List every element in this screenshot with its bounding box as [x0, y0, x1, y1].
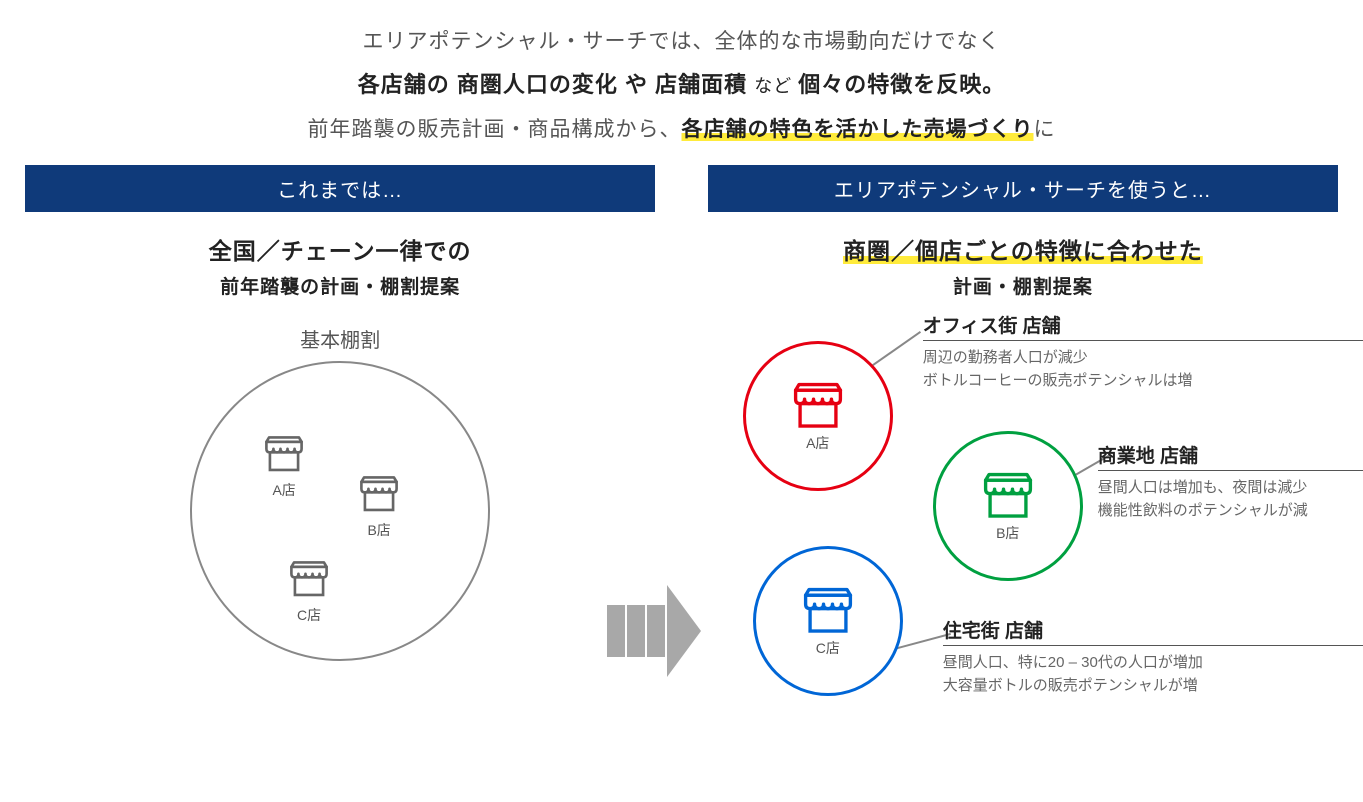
store-icon [287, 558, 331, 598]
arrow-icon [607, 585, 701, 682]
store-info-desc: 昼間人口、特に20 – 30代の人口が増加大容量ボトルの販売ポテンシャルが増 [943, 652, 1363, 697]
store-info-B店: 商業地 店舗昼間人口は増加も、夜間は減少機能性飲料のポテンシャルが減 [1098, 441, 1363, 522]
panel-right-sub-line1: 商圏／個店ごとの特徴に合わせた [708, 232, 1338, 266]
store-circle: C店 [753, 546, 903, 696]
store-circle-label: A店 [806, 433, 829, 453]
store-info-C店: 住宅街 店舗昼間人口、特に20 – 30代の人口が増加大容量ボトルの販売ポテンシ… [943, 616, 1363, 697]
intro-line2-part2: 個々の特徴を反映。 [798, 72, 1005, 97]
intro-line3-suffix: に [1034, 118, 1056, 141]
panel-left: これまでは… 全国／チェーン一律での 前年踏襲の計画・棚割提案 基本棚割 A店 … [25, 165, 655, 731]
intro-line2-part1: 各店舗の 商圏人口の変化 や 店舗面積 [358, 72, 754, 97]
store-info-title: 住宅街 店舗 [943, 616, 1363, 646]
panel-left-sub: 全国／チェーン一律での 前年踏襲の計画・棚割提案 [25, 232, 655, 299]
panel-right-sub: 商圏／個店ごとの特徴に合わせた 計画・棚割提案 [708, 232, 1338, 299]
store-circle: A店 [743, 341, 893, 491]
intro-line1: エリアポテンシャル・サーチでは、全体的な市場動向だけでなく [0, 25, 1363, 55]
store-info-A店: オフィス街 店舗周辺の勤務者人口が減少ボトルコーヒーの販売ポテンシャルは増 [923, 311, 1363, 392]
panel-right: エリアポテンシャル・サーチを使うと… 商圏／個店ごとの特徴に合わせた 計画・棚割… [708, 165, 1338, 731]
store-node-A店: A店 [743, 341, 893, 491]
mini-store-label: C店 [287, 605, 331, 625]
store-icon [790, 379, 846, 429]
panel-right-header: エリアポテンシャル・サーチを使うと… [708, 165, 1338, 212]
store-info-desc: 周辺の勤務者人口が減少ボトルコーヒーの販売ポテンシャルは増 [923, 347, 1363, 392]
panel-left-sub-line2: 前年踏襲の計画・棚割提案 [25, 272, 655, 299]
mini-store-label: A店 [262, 480, 306, 500]
intro-line3: 前年踏襲の販売計画・商品構成から、各店舗の特色を活かした売場づくりに [0, 113, 1363, 143]
panel-left-header: これまでは… [25, 165, 655, 212]
right-diagram: A店オフィス街 店舗周辺の勤務者人口が減少ボトルコーヒーの販売ポテンシャルは増 … [708, 311, 1338, 731]
store-icon [357, 473, 401, 513]
mini-store-A店: A店 [262, 433, 306, 500]
mini-store-B店: B店 [357, 473, 401, 540]
mini-store-label: B店 [357, 520, 401, 540]
store-info-title: オフィス街 店舗 [923, 311, 1363, 341]
left-diagram-label: 基本棚割 [25, 324, 655, 353]
panels-container: これまでは… 全国／チェーン一律での 前年踏襲の計画・棚割提案 基本棚割 A店 … [0, 165, 1363, 731]
intro-line3-prefix: 前年踏襲の販売計画・商品構成から、 [308, 118, 682, 141]
intro-line2: 各店舗の 商圏人口の変化 や 店舗面積 など 個々の特徴を反映。 [0, 67, 1363, 99]
store-node-C店: C店 [753, 546, 903, 696]
left-diagram: 基本棚割 A店 B店 C店 [25, 324, 655, 661]
mini-store-C店: C店 [287, 558, 331, 625]
panel-right-sub-line1-text: 商圏／個店ごとの特徴に合わせた [843, 238, 1203, 264]
store-info-title: 商業地 店舗 [1098, 441, 1363, 471]
big-circle: A店 B店 C店 [190, 361, 490, 661]
store-node-B店: B店 [933, 431, 1083, 581]
intro-line2-small: など [754, 76, 798, 96]
store-icon [800, 584, 856, 634]
panel-right-sub-line2: 計画・棚割提案 [708, 272, 1338, 299]
panel-left-sub-line1: 全国／チェーン一律での [25, 232, 655, 266]
intro-line3-highlight: 各店舗の特色を活かした売場づくり [682, 118, 1034, 141]
arrow-svg [607, 585, 701, 677]
store-icon [262, 433, 306, 473]
store-circle: B店 [933, 431, 1083, 581]
intro-block: エリアポテンシャル・サーチでは、全体的な市場動向だけでなく 各店舗の 商圏人口の… [0, 0, 1363, 143]
store-circle-label: B店 [996, 523, 1019, 543]
store-info-desc: 昼間人口は増加も、夜間は減少機能性飲料のポテンシャルが減 [1098, 477, 1363, 522]
store-circle-label: C店 [816, 638, 840, 658]
store-icon [980, 469, 1036, 519]
